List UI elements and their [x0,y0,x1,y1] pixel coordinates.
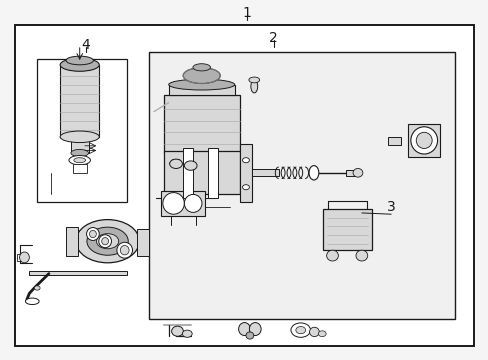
Bar [239,144,251,202]
Ellipse shape [249,323,261,336]
Bar [66,227,78,256]
Text: 4: 4 [81,38,90,52]
Ellipse shape [182,330,192,337]
Ellipse shape [34,286,40,290]
Polygon shape [29,271,127,275]
Ellipse shape [71,149,88,157]
Ellipse shape [355,250,367,261]
Ellipse shape [60,131,99,143]
Bar [149,52,454,319]
Bar [168,85,234,95]
Ellipse shape [238,323,250,336]
Ellipse shape [309,327,319,337]
Ellipse shape [318,331,325,337]
Ellipse shape [171,326,183,336]
Text: 2: 2 [269,31,278,45]
Ellipse shape [326,250,338,261]
Ellipse shape [117,242,132,258]
Ellipse shape [245,332,253,339]
Bar [345,170,354,176]
Bar [73,164,86,173]
Ellipse shape [60,58,99,71]
Bar [207,148,217,198]
Bar [71,136,88,153]
Bar [163,151,239,194]
Ellipse shape [169,159,182,168]
Bar [387,137,401,145]
Ellipse shape [184,161,197,170]
Ellipse shape [25,298,39,305]
Ellipse shape [250,80,257,93]
Ellipse shape [184,194,202,212]
Ellipse shape [20,252,29,263]
Ellipse shape [295,327,305,334]
Bar [322,209,371,250]
Bar [407,124,439,157]
Ellipse shape [308,166,318,180]
Ellipse shape [87,227,128,255]
Ellipse shape [193,64,210,71]
Ellipse shape [410,127,437,154]
Bar [137,229,149,256]
Polygon shape [17,254,24,261]
Bar [163,95,239,153]
Ellipse shape [99,235,111,248]
Ellipse shape [168,79,234,90]
Text: 1: 1 [242,6,251,19]
Ellipse shape [352,168,362,177]
Ellipse shape [69,156,90,165]
Ellipse shape [183,68,220,84]
Bar [37,59,127,202]
Bar [15,25,473,346]
Ellipse shape [242,185,249,190]
Ellipse shape [242,158,249,163]
Bar [60,65,99,137]
Ellipse shape [163,193,184,214]
Ellipse shape [96,234,119,249]
Bar [161,191,205,216]
Ellipse shape [290,323,310,337]
Ellipse shape [66,56,93,65]
Ellipse shape [415,132,431,149]
Ellipse shape [76,220,139,263]
Bar [183,148,193,198]
Ellipse shape [86,228,99,240]
Ellipse shape [248,77,259,83]
Ellipse shape [74,158,85,163]
Text: 3: 3 [386,200,395,214]
Ellipse shape [120,246,129,255]
Ellipse shape [102,238,108,245]
Ellipse shape [89,230,96,238]
Bar [251,169,278,176]
